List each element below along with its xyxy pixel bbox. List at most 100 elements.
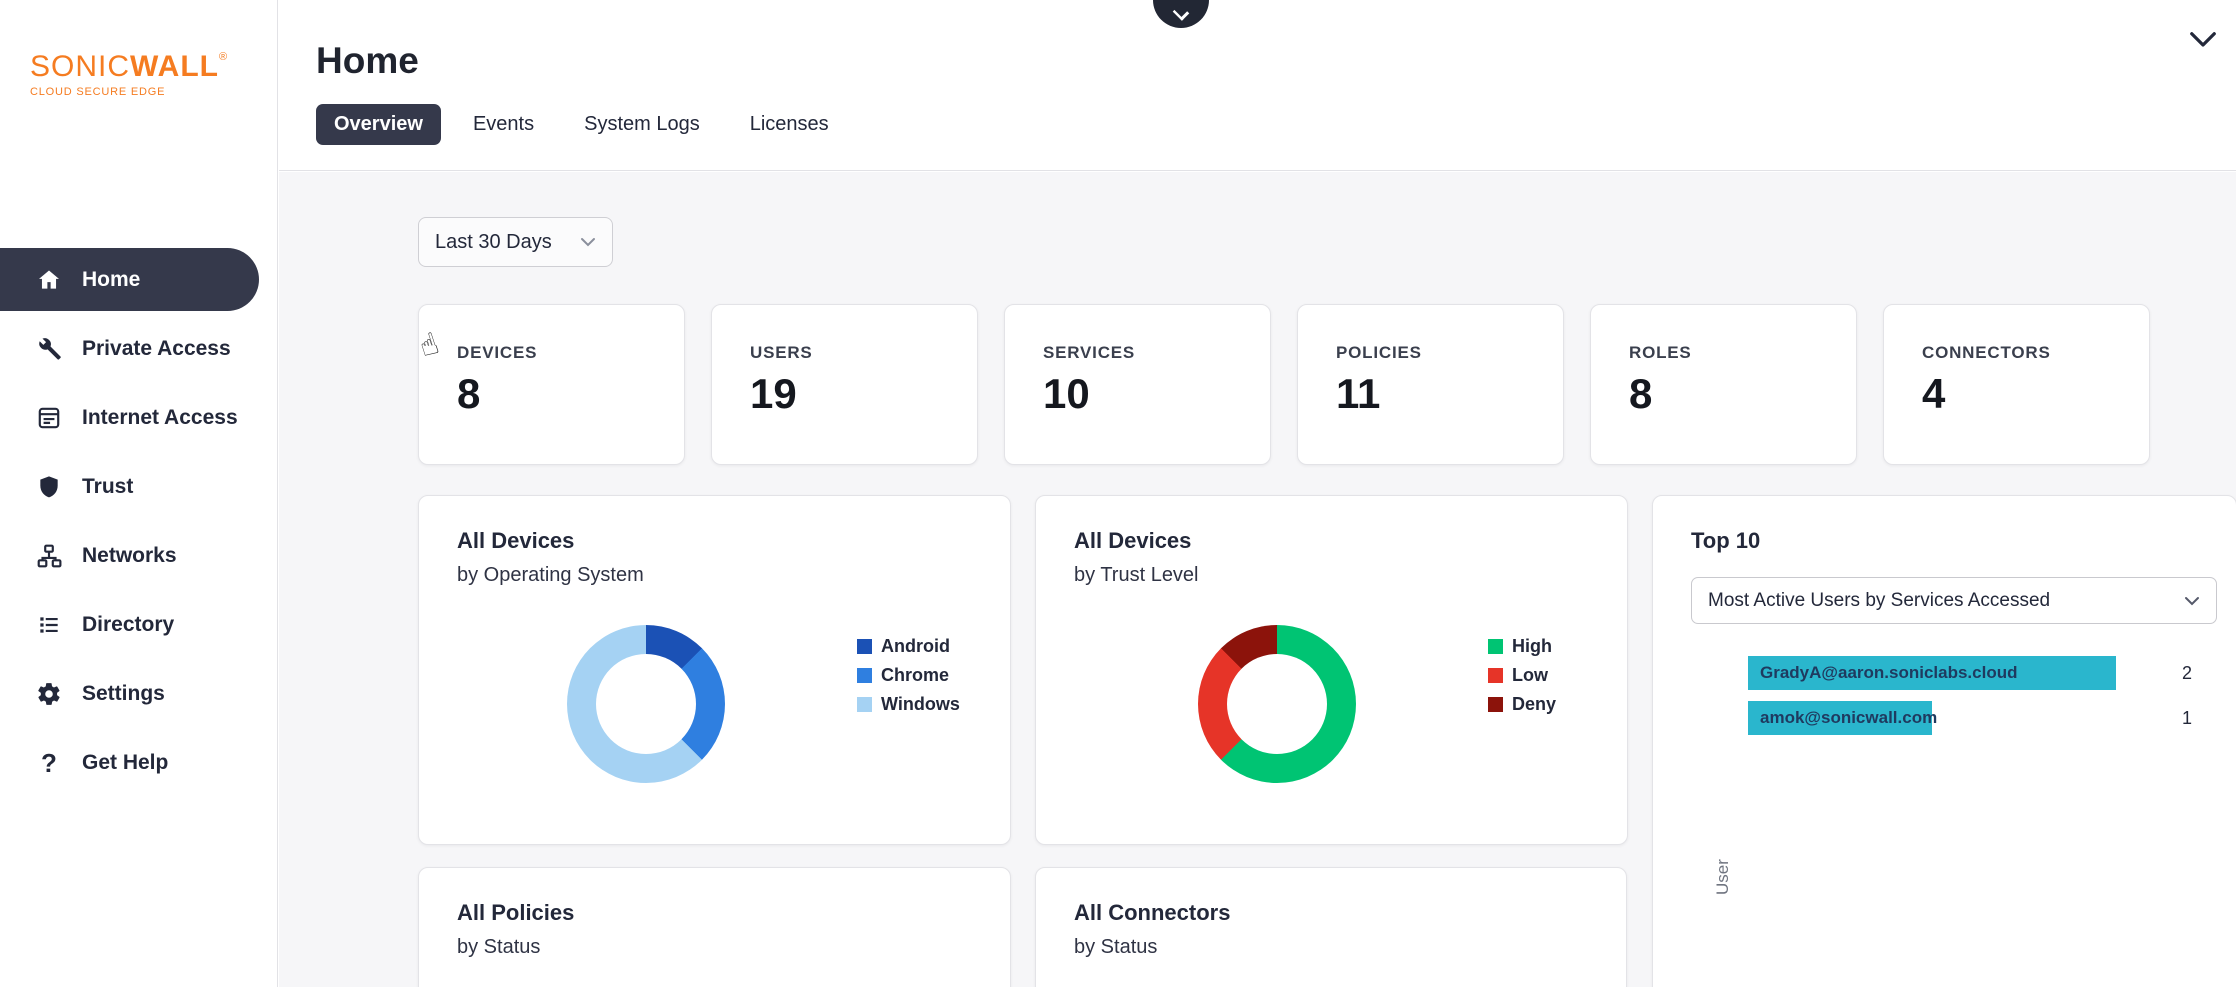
- card-subtitle: by Trust Level: [1074, 564, 1199, 586]
- legend-low[interactable]: Low: [1488, 665, 1556, 686]
- bar-row: GradyA@aaron.soniclabs.cloud 2: [1748, 656, 2218, 690]
- sidebar-item-internet-access[interactable]: Internet Access: [0, 386, 259, 449]
- charts-row: All Devices by Operating System Android …: [418, 495, 2236, 987]
- legend-swatch: [1488, 668, 1503, 683]
- sidebar-item-get-help[interactable]: ? Get Help: [0, 731, 259, 794]
- card-devices-by-os: All Devices by Operating System Android …: [418, 495, 1011, 845]
- sidebar-nav: Home Private Access Internet Access Trus…: [0, 248, 277, 794]
- donut-chart-devices-trust[interactable]: [1198, 625, 1356, 783]
- tab-system-logs[interactable]: System Logs: [584, 113, 700, 135]
- card-top10: Top 10 Most Active Users by Services Acc…: [1652, 495, 2236, 987]
- wrench-icon: [36, 336, 62, 362]
- stat-card-connectors[interactable]: CONNECTORS 4: [1883, 304, 2150, 465]
- sidebar-item-home[interactable]: Home: [0, 248, 259, 311]
- bar-value: 2: [2182, 663, 2193, 683]
- card-title: All Devices: [1074, 528, 1192, 553]
- legend-windows[interactable]: Windows: [857, 694, 960, 715]
- chart-legend: Android Chrome Windows: [857, 636, 960, 715]
- sidebar-item-label: Trust: [82, 474, 134, 498]
- bar-amok[interactable]: amok@sonicwall.com: [1748, 701, 1937, 735]
- stat-card-policies[interactable]: POLICIES 11: [1297, 304, 1564, 465]
- stat-value: 19: [750, 370, 797, 417]
- logo-text: SONICWALL®: [30, 52, 277, 82]
- sidebar-item-trust[interactable]: Trust: [0, 455, 259, 518]
- legend-label: Windows: [881, 694, 960, 714]
- tab-events[interactable]: Events: [472, 113, 535, 135]
- sidebar-item-private-access[interactable]: Private Access: [0, 317, 259, 380]
- stat-label: POLICIES: [1336, 343, 1422, 362]
- stat-label: SERVICES: [1043, 343, 1136, 362]
- bar-row: amok@sonicwall.com 1: [1748, 701, 2218, 735]
- logo-text-wall: WALL: [130, 50, 219, 83]
- stat-card-roles[interactable]: ROLES 8: [1590, 304, 1857, 465]
- legend-high[interactable]: High: [1488, 636, 1556, 657]
- time-range-value: Last 30 Days: [435, 230, 552, 253]
- collapse-chevron-icon[interactable]: [2188, 30, 2218, 55]
- legend-swatch: [1488, 639, 1503, 654]
- tab-bar: Overview Events System Logs Licenses: [316, 104, 847, 145]
- sidebar-item-label: Directory: [82, 612, 175, 636]
- list-icon: [36, 612, 62, 638]
- question-icon: ?: [41, 747, 57, 778]
- chevron-down-icon: [2185, 596, 2199, 605]
- legend-deny[interactable]: Deny: [1488, 694, 1556, 715]
- stats-row: DEVICES 8 USERS 19 SERVICES 10 POLICIES …: [418, 304, 2150, 465]
- legend-android[interactable]: Android: [857, 636, 960, 657]
- sidebar-item-label: Networks: [82, 543, 177, 567]
- home-icon: [36, 267, 62, 293]
- donut-chart-devices-os[interactable]: [567, 625, 725, 783]
- logo-text-sonic: SONIC: [30, 50, 131, 83]
- chevron-down-icon: [581, 238, 595, 247]
- card-connectors-by-status: All Connectors by Status: [1035, 867, 1627, 987]
- page-header: Home Overview Events System Logs License…: [279, 0, 2236, 171]
- bottom-row: All Policies by Status All Connectors by…: [418, 867, 1627, 987]
- stat-card-users[interactable]: USERS 19: [711, 304, 978, 465]
- legend-label: Low: [1512, 665, 1548, 685]
- card-subtitle: by Operating System: [457, 564, 644, 586]
- sidebar-item-directory[interactable]: Directory: [0, 593, 259, 656]
- sidebar-item-networks[interactable]: Networks: [0, 524, 259, 587]
- top10-metric-select[interactable]: Most Active Users by Services Accessed: [1691, 577, 2217, 624]
- sonicwall-logo[interactable]: SONICWALL® CLOUD SECURE EDGE: [30, 52, 277, 99]
- card-title: All Devices: [457, 528, 575, 553]
- legend-label: High: [1512, 636, 1552, 656]
- browser-icon: [36, 405, 62, 431]
- sidebar-item-settings[interactable]: Settings: [0, 662, 259, 725]
- stat-label: DEVICES: [457, 343, 538, 362]
- legend-swatch: [1488, 697, 1503, 712]
- stat-value: 4: [1922, 370, 1946, 417]
- stat-card-services[interactable]: SERVICES 10: [1004, 304, 1271, 465]
- legend-chrome[interactable]: Chrome: [857, 665, 960, 686]
- stat-value: 8: [457, 370, 481, 417]
- card-title: All Connectors: [1074, 900, 1231, 925]
- stat-card-devices[interactable]: DEVICES 8: [418, 304, 685, 465]
- logo-subtitle: CLOUD SECURE EDGE: [30, 86, 166, 98]
- sidebar-item-label: Private Access: [82, 336, 231, 360]
- page-title: Home: [316, 40, 419, 81]
- stat-value: 11: [1336, 370, 1381, 417]
- card-title: All Policies: [457, 900, 575, 925]
- bar-label: GradyA@aaron.soniclabs.cloud: [1760, 663, 2018, 682]
- gear-icon: [36, 681, 62, 707]
- stat-label: CONNECTORS: [1922, 343, 2051, 362]
- sidebar-item-label: Settings: [82, 681, 165, 705]
- sidebar: SONICWALL® CLOUD SECURE EDGE Home Privat…: [0, 0, 278, 987]
- network-icon: [36, 543, 62, 569]
- legend-label: Deny: [1512, 694, 1557, 714]
- stat-value: 8: [1629, 370, 1653, 417]
- shield-icon: [36, 474, 62, 500]
- tab-licenses[interactable]: Licenses: [749, 113, 829, 135]
- chart-legend: High Low Deny: [1488, 636, 1556, 715]
- bar-gradya[interactable]: GradyA@aaron.soniclabs.cloud: [1748, 656, 2116, 690]
- sidebar-item-label: Home: [82, 267, 141, 291]
- card-policies-by-status: All Policies by Status: [418, 867, 1011, 987]
- stat-value: 10: [1043, 370, 1090, 417]
- bar-label: amok@sonicwall.com: [1760, 708, 1938, 727]
- legend-label: Chrome: [881, 665, 950, 685]
- tab-overview[interactable]: Overview: [316, 104, 441, 145]
- sidebar-item-label: Get Help: [82, 750, 169, 774]
- chevron-down-icon: [1172, 4, 1190, 21]
- time-range-select[interactable]: Last 30 Days: [418, 217, 613, 267]
- stat-label: USERS: [750, 343, 813, 362]
